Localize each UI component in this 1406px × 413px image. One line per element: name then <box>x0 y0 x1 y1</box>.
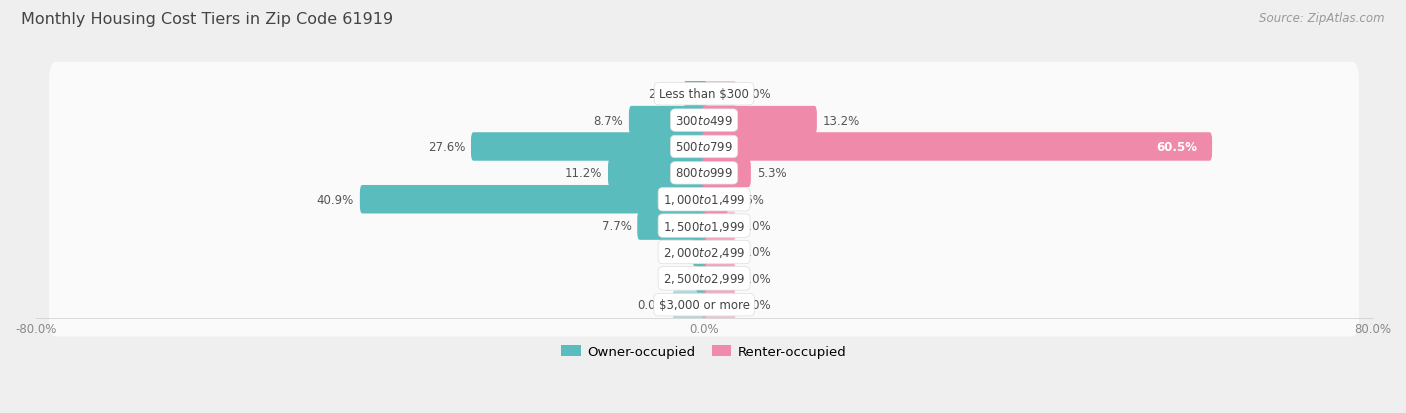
Text: 0.0%: 0.0% <box>742 88 772 101</box>
Text: $1,500 to $1,999: $1,500 to $1,999 <box>662 219 745 233</box>
FancyBboxPatch shape <box>702 238 735 266</box>
FancyBboxPatch shape <box>49 194 1360 258</box>
FancyBboxPatch shape <box>702 159 751 188</box>
Text: $800 to $999: $800 to $999 <box>675 167 733 180</box>
Legend: Owner-occupied, Renter-occupied: Owner-occupied, Renter-occupied <box>555 340 852 364</box>
Text: 0.0%: 0.0% <box>637 299 666 311</box>
Text: $2,000 to $2,499: $2,000 to $2,499 <box>662 245 745 259</box>
Text: 27.6%: 27.6% <box>427 141 465 154</box>
Text: 2.1%: 2.1% <box>648 88 678 101</box>
FancyBboxPatch shape <box>49 115 1360 179</box>
FancyBboxPatch shape <box>702 264 735 293</box>
FancyBboxPatch shape <box>49 273 1360 337</box>
FancyBboxPatch shape <box>607 159 707 188</box>
Text: 2.6%: 2.6% <box>734 193 763 206</box>
FancyBboxPatch shape <box>471 133 707 161</box>
Text: 1.1%: 1.1% <box>657 246 686 259</box>
FancyBboxPatch shape <box>49 142 1360 205</box>
Text: 7.7%: 7.7% <box>602 220 631 233</box>
Text: Source: ZipAtlas.com: Source: ZipAtlas.com <box>1260 12 1385 25</box>
FancyBboxPatch shape <box>692 238 707 266</box>
Text: 0.0%: 0.0% <box>742 272 772 285</box>
FancyBboxPatch shape <box>637 212 707 240</box>
Text: 0.0%: 0.0% <box>742 246 772 259</box>
FancyBboxPatch shape <box>49 89 1360 153</box>
FancyBboxPatch shape <box>49 168 1360 232</box>
FancyBboxPatch shape <box>702 291 735 319</box>
Text: 13.2%: 13.2% <box>823 114 860 127</box>
FancyBboxPatch shape <box>49 63 1360 126</box>
Text: 0.7%: 0.7% <box>661 272 690 285</box>
Text: 60.5%: 60.5% <box>1156 141 1197 154</box>
Text: 11.2%: 11.2% <box>565 167 602 180</box>
Text: Monthly Housing Cost Tiers in Zip Code 61919: Monthly Housing Cost Tiers in Zip Code 6… <box>21 12 394 27</box>
Text: $500 to $799: $500 to $799 <box>675 141 733 154</box>
Text: 0.0%: 0.0% <box>742 220 772 233</box>
Text: 5.3%: 5.3% <box>756 167 786 180</box>
FancyBboxPatch shape <box>696 264 707 293</box>
FancyBboxPatch shape <box>702 133 1212 161</box>
FancyBboxPatch shape <box>672 291 707 319</box>
Text: $300 to $499: $300 to $499 <box>675 114 733 127</box>
FancyBboxPatch shape <box>49 221 1360 284</box>
FancyBboxPatch shape <box>685 80 707 109</box>
FancyBboxPatch shape <box>702 107 817 135</box>
Text: $2,500 to $2,999: $2,500 to $2,999 <box>662 272 745 286</box>
FancyBboxPatch shape <box>702 185 728 214</box>
FancyBboxPatch shape <box>702 212 735 240</box>
Text: 0.0%: 0.0% <box>742 299 772 311</box>
FancyBboxPatch shape <box>628 107 707 135</box>
FancyBboxPatch shape <box>49 247 1360 311</box>
Text: Less than $300: Less than $300 <box>659 88 749 101</box>
Text: $1,000 to $1,499: $1,000 to $1,499 <box>662 193 745 207</box>
Text: 8.7%: 8.7% <box>593 114 623 127</box>
Text: 40.9%: 40.9% <box>316 193 354 206</box>
Text: $3,000 or more: $3,000 or more <box>658 299 749 311</box>
FancyBboxPatch shape <box>702 80 735 109</box>
FancyBboxPatch shape <box>360 185 707 214</box>
